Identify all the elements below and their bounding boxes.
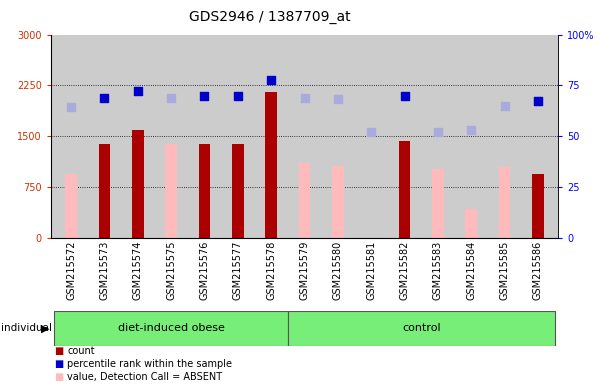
Text: percentile rank within the sample: percentile rank within the sample [67, 359, 232, 369]
Text: ■: ■ [54, 372, 63, 382]
Point [233, 93, 242, 99]
Text: diet-induced obese: diet-induced obese [118, 323, 224, 333]
Point [533, 98, 543, 104]
Point [166, 95, 176, 101]
Text: individual: individual [1, 323, 52, 333]
Text: count: count [67, 346, 95, 356]
Bar [265, 92, 277, 238]
Point [466, 127, 476, 133]
Point [433, 129, 443, 135]
Point [500, 103, 509, 109]
Bar [55, 311, 288, 346]
Bar [199, 144, 210, 238]
Point [266, 77, 276, 83]
Bar [288, 311, 554, 346]
Point [300, 95, 310, 101]
Bar [132, 129, 143, 238]
Text: control: control [402, 323, 440, 333]
Point [100, 95, 109, 101]
Bar [499, 167, 511, 238]
Point [333, 96, 343, 102]
Text: GDS2946 / 1387709_at: GDS2946 / 1387709_at [189, 10, 351, 23]
Bar [432, 169, 444, 238]
Point [400, 93, 409, 99]
Point [133, 88, 143, 94]
Bar [65, 174, 77, 238]
Bar [165, 144, 177, 238]
Bar [299, 164, 310, 238]
Bar [98, 144, 110, 238]
Text: value, Detection Call = ABSENT: value, Detection Call = ABSENT [67, 372, 223, 382]
Text: ■: ■ [54, 359, 63, 369]
Point [533, 98, 543, 104]
Bar [232, 144, 244, 238]
Bar [532, 174, 544, 238]
Bar [466, 209, 477, 238]
Point [367, 129, 376, 135]
Text: ■: ■ [54, 346, 63, 356]
Point [200, 93, 209, 99]
Point [66, 104, 76, 110]
Bar [332, 166, 344, 238]
Text: ▶: ▶ [41, 323, 49, 333]
Bar [399, 141, 410, 238]
